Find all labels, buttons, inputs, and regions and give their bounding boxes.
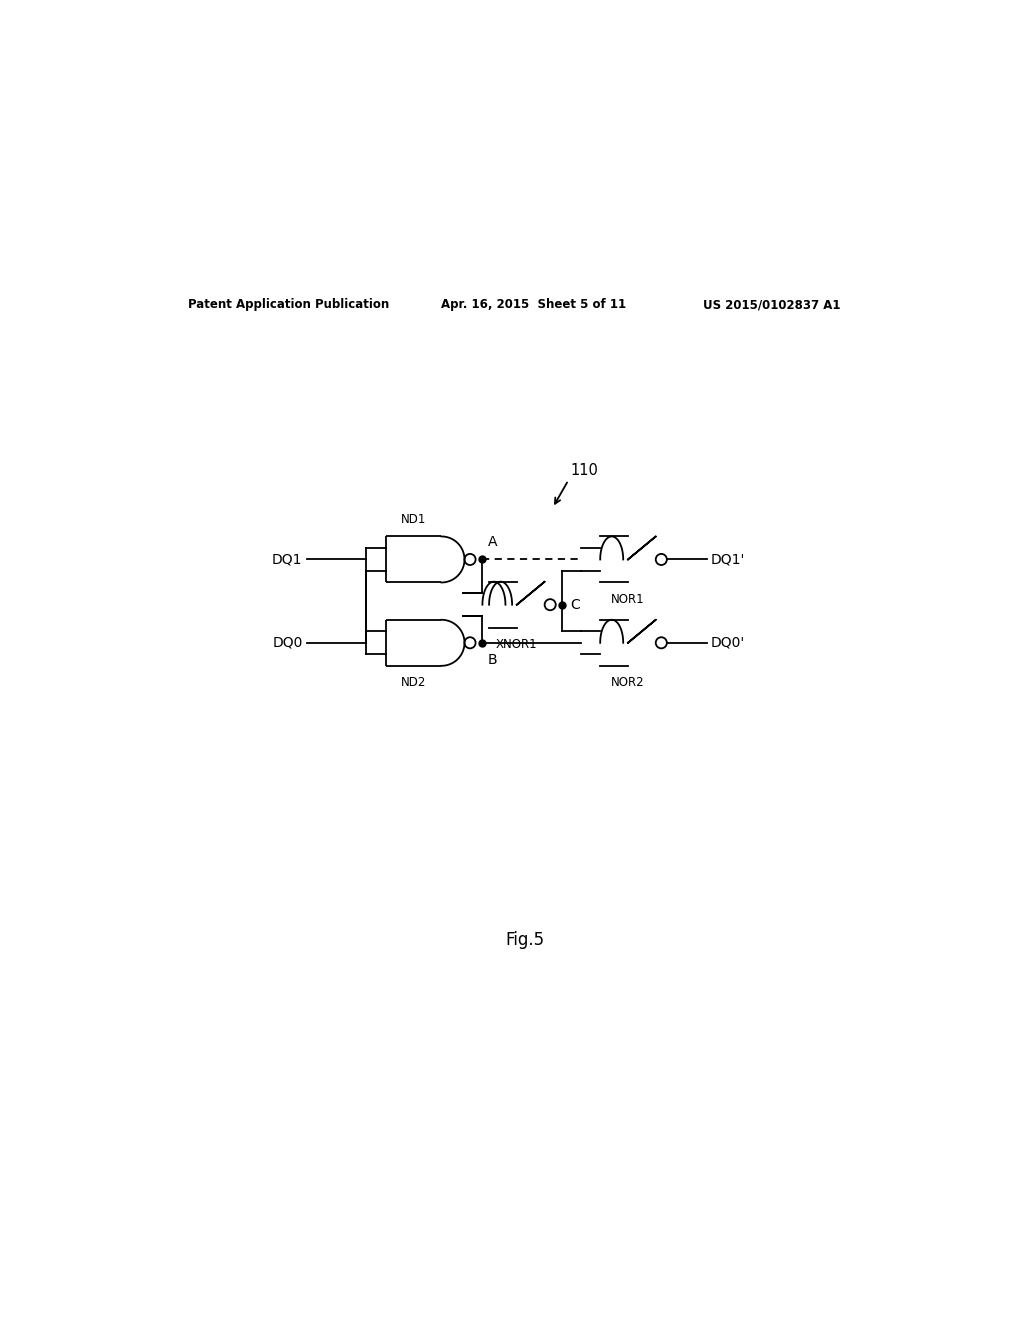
- Text: Apr. 16, 2015  Sheet 5 of 11: Apr. 16, 2015 Sheet 5 of 11: [441, 298, 627, 312]
- Text: ND2: ND2: [401, 676, 426, 689]
- Text: DQ0: DQ0: [272, 636, 303, 649]
- Text: US 2015/0102837 A1: US 2015/0102837 A1: [703, 298, 841, 312]
- Text: NOR2: NOR2: [611, 676, 645, 689]
- Text: Fig.5: Fig.5: [505, 932, 545, 949]
- Text: ND1: ND1: [401, 513, 426, 527]
- Text: C: C: [570, 598, 580, 611]
- Text: A: A: [487, 535, 497, 549]
- Text: B: B: [487, 653, 497, 667]
- Text: NOR1: NOR1: [611, 593, 645, 606]
- Text: 110: 110: [570, 463, 598, 478]
- Text: Patent Application Publication: Patent Application Publication: [187, 298, 389, 312]
- Text: DQ0': DQ0': [711, 636, 744, 649]
- Text: DQ1': DQ1': [711, 553, 744, 566]
- Text: DQ1: DQ1: [272, 553, 303, 566]
- Text: XNOR1: XNOR1: [496, 638, 538, 651]
